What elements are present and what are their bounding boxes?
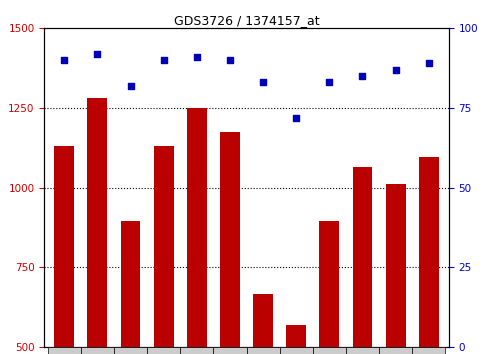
- Bar: [187, 108, 207, 347]
- Bar: [286, 325, 306, 347]
- Bar: [87, 98, 107, 347]
- Bar: [386, 184, 406, 347]
- Point: [94, 51, 102, 57]
- Point: [391, 67, 399, 73]
- Bar: [54, 146, 74, 347]
- Bar: [352, 167, 372, 347]
- Point: [292, 115, 300, 120]
- Bar: [154, 146, 174, 347]
- Bar: [220, 132, 240, 347]
- Bar: [319, 221, 339, 347]
- Bar: [253, 294, 273, 347]
- Point: [259, 80, 267, 85]
- Point: [325, 80, 333, 85]
- Point: [127, 83, 135, 88]
- Point: [60, 57, 68, 63]
- Point: [160, 57, 168, 63]
- Title: GDS3726 / 1374157_at: GDS3726 / 1374157_at: [174, 14, 319, 27]
- Point: [226, 57, 234, 63]
- Point: [425, 61, 433, 66]
- Bar: [419, 157, 439, 347]
- Point: [193, 54, 201, 60]
- Point: [358, 73, 366, 79]
- Bar: [121, 221, 141, 347]
